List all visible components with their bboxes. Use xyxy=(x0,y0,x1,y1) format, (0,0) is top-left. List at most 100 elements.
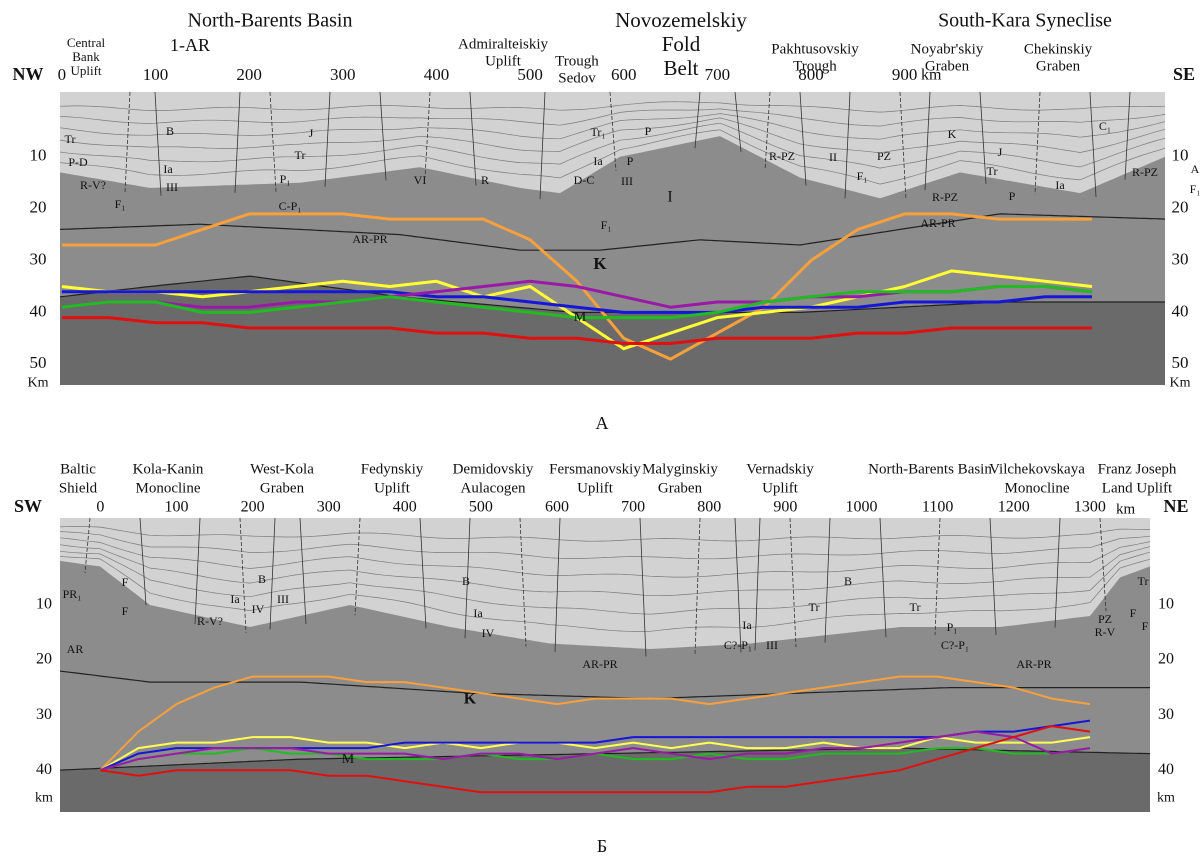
unit-label: F xyxy=(1142,619,1149,633)
region-label: Trough xyxy=(793,58,837,74)
unit-label: Tr xyxy=(987,164,998,178)
y-unit: km xyxy=(35,790,53,805)
unit-label: AR-PR xyxy=(352,232,387,246)
region-label: Uplift xyxy=(374,480,411,496)
unit-label: C?-P₁ xyxy=(724,638,752,652)
region-label: Uplift xyxy=(70,63,101,78)
unit-label: D-C xyxy=(574,173,595,187)
unit-label: B xyxy=(462,574,470,588)
unit-label: R-PZ xyxy=(769,149,795,163)
region-label: Demidovskiy xyxy=(453,461,534,477)
unit-label: Ia xyxy=(163,162,173,176)
region-label: Monocline xyxy=(1005,480,1070,496)
unit-label: P-D xyxy=(68,155,88,169)
unit-label: K xyxy=(948,127,957,141)
region-label: Vernadskiy xyxy=(746,461,814,477)
x-tick-label: 500 xyxy=(517,65,543,84)
region-label: Graben xyxy=(260,480,305,496)
region-label: Noyabr'skiy xyxy=(911,41,984,57)
y-tick-label: 10 xyxy=(30,146,47,165)
y-tick-label: 30 xyxy=(36,706,52,723)
y-tick-label: 30 xyxy=(30,249,47,268)
region-label: Bank xyxy=(72,49,100,64)
y-tick-label: 10 xyxy=(1158,596,1174,613)
panel-caption: А xyxy=(596,413,609,433)
direction-label: SW xyxy=(14,496,42,516)
x-tick-label: 1000 xyxy=(846,499,878,516)
panel-caption: Б xyxy=(597,836,607,856)
direction-label: NW xyxy=(13,64,44,84)
y-tick-label: 30 xyxy=(1172,249,1189,268)
unit-label: Tr₁ xyxy=(590,125,605,139)
unit-label: M xyxy=(574,310,587,325)
unit-label: P₁ xyxy=(947,620,958,634)
unit-label: C?-P₁ xyxy=(941,638,969,652)
unit-label: Tr xyxy=(65,132,76,146)
unit-label: VI xyxy=(414,173,427,187)
y-tick-label: 20 xyxy=(1158,651,1174,668)
unit-label: PZ xyxy=(1098,612,1112,626)
y-tick-label: 20 xyxy=(1172,198,1189,217)
x-tick-label: 1100 xyxy=(922,499,953,516)
direction-label: SE xyxy=(1173,64,1195,84)
unit-label: Ia xyxy=(742,618,752,632)
x-tick-label: 0 xyxy=(58,65,67,84)
region-label: 1-AR xyxy=(170,35,210,55)
x-tick-label: 600 xyxy=(611,65,637,84)
unit-label: R-V? xyxy=(197,614,223,628)
region-label: Central xyxy=(67,35,106,50)
y-tick-label: 20 xyxy=(36,651,52,668)
region-label: Baltic xyxy=(60,461,96,477)
region-label: North-Barents Basin xyxy=(188,10,353,32)
region-label: North-Barents Basin xyxy=(868,461,992,477)
unit-label: III xyxy=(766,638,778,652)
unit-label: F₁ xyxy=(115,197,126,211)
unit-label: C-P₁ xyxy=(279,199,302,213)
unit-label: Ia xyxy=(473,606,483,620)
y-tick-label: 40 xyxy=(30,301,47,320)
region-label: Franz Joseph xyxy=(1098,461,1177,477)
unit-label: F xyxy=(122,604,129,618)
unit-label: IV xyxy=(482,626,495,640)
unit-label: Tr xyxy=(295,148,306,162)
y-tick-label: 40 xyxy=(1172,301,1189,320)
region-label: Belt xyxy=(664,56,699,80)
unit-label: R-V? xyxy=(80,178,106,192)
unit-label: II xyxy=(829,150,837,164)
x-tick-label: 100 xyxy=(164,499,188,516)
unit-label: B xyxy=(844,574,852,588)
region-label: Sedov xyxy=(558,70,596,86)
region-label: Fersmanovskiy xyxy=(549,461,641,477)
region-label: West-Kola xyxy=(250,461,314,477)
unit-label: J xyxy=(998,145,1003,159)
unit-label: PZ xyxy=(877,149,891,163)
region-label: Fedynskiy xyxy=(361,461,424,477)
unit-label: III xyxy=(621,174,633,188)
unit-label: F₁ xyxy=(1190,182,1201,196)
x-tick-label: 500 xyxy=(469,499,493,516)
unit-label: III xyxy=(166,180,178,194)
unit-label: P xyxy=(1009,189,1016,203)
x-tick-label: 0 xyxy=(96,499,104,516)
unit-label: F xyxy=(1130,606,1137,620)
unit-label: F₁ xyxy=(857,169,868,183)
x-unit: km xyxy=(1116,501,1136,517)
unit-label: AR xyxy=(67,642,84,656)
x-tick-label: 900 xyxy=(773,499,797,516)
region-label: Uplift xyxy=(762,480,799,496)
unit-label: K xyxy=(464,691,477,708)
region-label: Trough xyxy=(555,53,599,69)
unit-label: Tr xyxy=(809,600,820,614)
x-tick-label: 700 xyxy=(705,65,731,84)
unit-label: PR₁ xyxy=(63,587,82,601)
y-tick-label: 40 xyxy=(1158,761,1174,778)
unit-label: R xyxy=(481,173,489,187)
region-label: Shield xyxy=(59,480,98,496)
y-tick-label: 10 xyxy=(1172,146,1189,165)
unit-label: AR-PR xyxy=(920,216,955,230)
y-unit: km xyxy=(1157,790,1175,805)
y-tick-label: 20 xyxy=(30,198,47,217)
region-label: Land Uplift xyxy=(1102,480,1173,496)
region-label: Graben xyxy=(925,58,970,74)
region-label: Aulacogen xyxy=(461,480,526,496)
